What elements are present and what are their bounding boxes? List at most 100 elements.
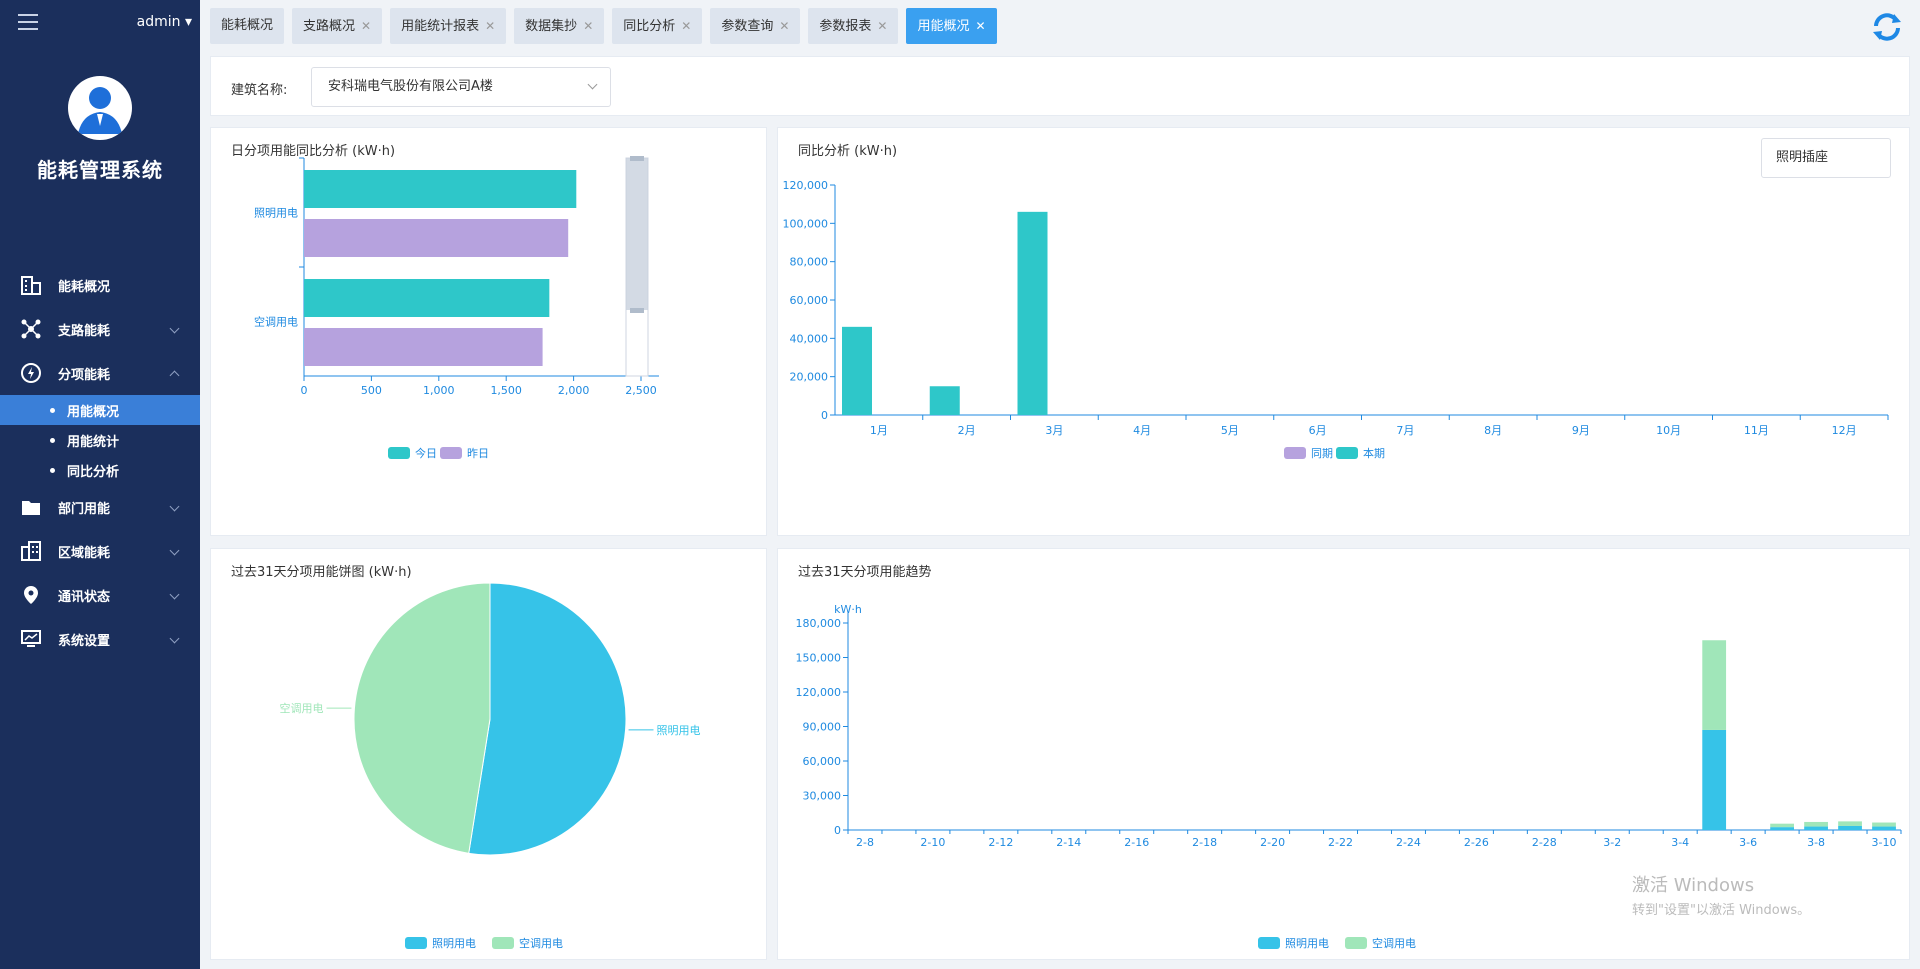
pie-slice-空调用电	[353, 582, 491, 854]
y-tick-label: 150,000	[796, 652, 842, 665]
y-tick-label: 0	[834, 824, 841, 837]
trend-chart-title: 过去31天分项用能趋势	[798, 565, 932, 580]
chevron-icon	[169, 501, 180, 512]
yoy-panel: 同比分析 (kW·h) 照明插座 0 20,000 40,000 60,000 80,0…	[777, 127, 1910, 536]
sidebar-item[interactable]: 通讯状态	[0, 573, 200, 617]
trend-panel: 过去31天分项用能趋势 kW·h 0 30,000 60,000 90,000 120,0…	[777, 548, 1910, 960]
building-select[interactable]: 安科瑞电气股份有限公司A楼	[311, 67, 611, 107]
x-tick-label: 2-8	[856, 836, 874, 849]
sidebar-item[interactable]: 支路能耗	[0, 307, 200, 351]
sidebar-item[interactable]: 区域能耗	[0, 529, 200, 573]
category-label: 照明用电	[254, 207, 298, 220]
x-tick-label: 3-2	[1603, 836, 1621, 849]
legend-swatch	[492, 937, 514, 949]
bar-空调用电	[1702, 640, 1727, 730]
bar-昨日	[304, 328, 543, 366]
sidebar-item[interactable]: 能耗概况	[0, 263, 200, 307]
y-tick-label: 30,000	[803, 790, 842, 803]
x-tick-label: 4月	[1133, 424, 1151, 437]
bar-照明用电	[1872, 826, 1896, 830]
sidebar-item[interactable]: 分项能耗	[0, 351, 200, 395]
x-tick-label: 3-4	[1671, 836, 1689, 849]
close-icon[interactable]: ✕	[975, 19, 986, 33]
x-tick-label: 10月	[1656, 424, 1681, 437]
yoy-chart: 0 20,000 40,000 60,000 80,000 100,000 120,000 1…	[783, 179, 1889, 460]
sidebar-item-label: 通讯状态	[58, 589, 111, 605]
sidebar-subitem[interactable]: 同比分析	[0, 455, 200, 485]
refresh-icon[interactable]	[1870, 10, 1904, 44]
x-tick-label: 12月	[1832, 424, 1857, 437]
y-tick-label: 40,000	[790, 332, 829, 345]
tab[interactable]: 参数查询 ✕	[710, 8, 801, 44]
bar-昨日	[304, 219, 569, 257]
chevron-icon	[169, 323, 180, 334]
close-icon[interactable]: ✕	[485, 19, 496, 33]
sidebar-item-label: 部门用能	[58, 501, 111, 517]
sidebar-item[interactable]: 部门用能	[0, 485, 200, 529]
user-menu[interactable]: admin ▾	[136, 14, 192, 30]
gauge-icon	[21, 363, 41, 383]
x-tick-label: 2,500	[625, 384, 657, 397]
x-tick-label: 500	[361, 384, 382, 397]
building-label: 建筑名称:	[231, 83, 288, 98]
building-select-value: 安科瑞电气股份有限公司A楼	[328, 79, 493, 94]
main-menu: 能耗概况 支路能耗分项能耗用能概况 用能统计 同比分析部门用能区域能耗通讯状态系统设置	[0, 263, 200, 661]
close-icon[interactable]: ✕	[583, 19, 594, 33]
username: admin	[136, 14, 181, 30]
avatar	[68, 76, 132, 140]
sidebar-item-label: 分项能耗	[58, 367, 111, 383]
zoom-handle	[630, 156, 644, 161]
tab[interactable]: 能耗概况	[210, 8, 285, 44]
close-icon[interactable]: ✕	[779, 19, 790, 33]
menu-toggle-icon[interactable]	[18, 14, 38, 30]
tab-label: 参数查询	[721, 19, 774, 34]
x-tick-label: 2-16	[1124, 836, 1149, 849]
x-tick-label: 1,500	[490, 384, 522, 397]
folder-icon	[22, 501, 40, 515]
tab[interactable]: 同比分析 ✕	[612, 8, 703, 44]
chevron-icon	[169, 633, 180, 644]
x-tick-label: 2,000	[558, 384, 590, 397]
x-tick-label: 3-8	[1807, 836, 1825, 849]
zoom-window	[626, 158, 648, 310]
pie-label: 空调用电	[280, 701, 324, 715]
sidebar: admin ▾ 能耗管理系统 能耗概况 支路能耗 分项能耗 用能概况 用能统计 同比分析部…	[0, 0, 200, 969]
x-tick-label: 6月	[1309, 424, 1327, 437]
bar-空调用电	[1872, 822, 1896, 827]
x-tick-label: 2-12	[988, 836, 1013, 849]
category-label: 空调用电	[254, 315, 298, 329]
bar-空调用电	[1804, 821, 1828, 827]
yoy-chart-title: 同比分析 (kW·h)	[798, 144, 898, 159]
sidebar-subitem[interactable]: 用能概况	[0, 395, 200, 425]
close-icon[interactable]: ✕	[361, 19, 372, 33]
chevron-icon	[169, 545, 180, 556]
watermark-line1: 激活 Windows	[1632, 875, 1755, 896]
tab[interactable]: 用能统计报表 ✕	[390, 8, 507, 44]
chevron-icon	[169, 370, 180, 381]
tab[interactable]: 数据集抄 ✕	[514, 8, 605, 44]
tab[interactable]: 支路概况 ✕	[292, 8, 383, 44]
category-select-value: 照明插座	[1776, 150, 1829, 165]
y-tick-label: 60,000	[803, 755, 842, 768]
x-tick-label: 2-24	[1396, 836, 1421, 849]
x-tick-label: 3-10	[1872, 836, 1897, 849]
x-tick-label: 2-28	[1532, 836, 1557, 849]
x-tick-label: 9月	[1572, 424, 1590, 437]
filter-bar: 建筑名称: 安科瑞电气股份有限公司A楼	[210, 56, 1910, 116]
x-tick-label: 2-10	[920, 836, 945, 849]
tab[interactable]: 用能概况 ✕	[906, 8, 997, 44]
sidebar-subitem[interactable]: 用能统计	[0, 425, 200, 455]
y-tick-label: 120,000	[796, 686, 842, 699]
sidebar-item[interactable]: 系统设置	[0, 617, 200, 661]
bar-空调用电	[1838, 821, 1862, 826]
y-tick-label: 0	[821, 409, 828, 422]
y-tick-label: 20,000	[790, 371, 829, 384]
x-tick-label: 0	[301, 384, 308, 397]
tab[interactable]: 参数报表 ✕	[808, 8, 899, 44]
category-select[interactable]: 照明插座	[1761, 138, 1891, 178]
close-icon[interactable]: ✕	[877, 19, 888, 33]
y-tick-label: 60,000	[790, 294, 829, 307]
close-icon[interactable]: ✕	[681, 19, 692, 33]
bar-照明用电	[1804, 826, 1828, 830]
